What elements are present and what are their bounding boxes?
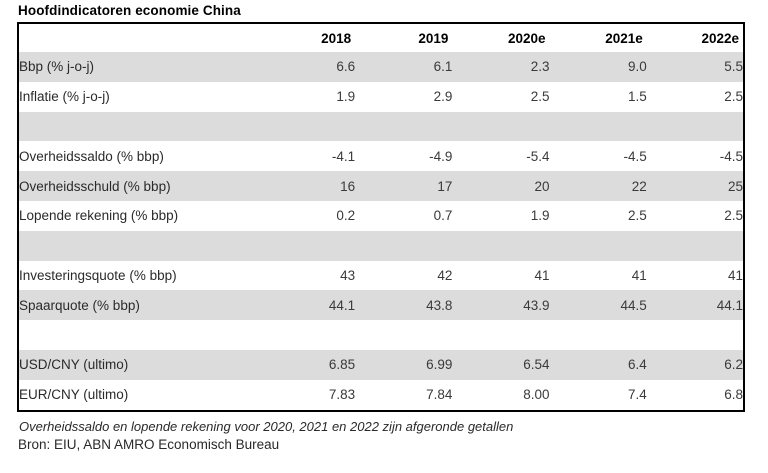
value-cell: 41 (534, 267, 550, 283)
value-cell: 2.9 (433, 89, 453, 105)
value-cell: 22 (631, 178, 647, 194)
value-cell: -4.5 (719, 148, 743, 164)
value-cell: 7.84 (426, 387, 453, 403)
value-cell: 2.5 (530, 89, 550, 105)
value-cell: 7.83 (328, 387, 356, 403)
value-cell: 6.85 (328, 357, 356, 373)
value-cell: 1.5 (627, 89, 647, 105)
value-cell: 43.9 (523, 297, 550, 313)
value-cell: 6.99 (426, 357, 453, 373)
value-cell: 17 (437, 178, 453, 194)
value-cell: 16 (340, 178, 356, 194)
value-cell: -4.5 (623, 148, 647, 164)
value-cell: 44.1 (716, 297, 743, 313)
table-row-usd-cny: USD/CNY (ultimo) 6.85 6.99 6.54 6.4 6.2 (18, 349, 744, 380)
value-cell: 43 (340, 267, 356, 283)
value-cell: 44.5 (620, 297, 647, 313)
table-row-overheidssaldo: Overheidssaldo (% bbp) -4.1 -4.9 -5.4 -4… (18, 141, 744, 172)
value-cell: -4.9 (429, 148, 453, 164)
row-label: Inflatie (% j-o-j) (19, 89, 110, 105)
value-cell: 2.3 (530, 59, 550, 75)
indicators-table: 2018 2019 2020e 2021e 2022e Bbp (% j-o-j… (17, 22, 745, 412)
value-cell: 7.4 (627, 387, 647, 403)
value-cell: 2.5 (724, 89, 743, 105)
table-row-lopende-rekening: Lopende rekening (% bbp) 0.2 0.7 1.9 2.5… (18, 200, 744, 231)
value-cell: 43.8 (426, 297, 453, 313)
header-row: 2018 2019 2020e 2021e 2022e (18, 23, 744, 52)
column-header-2020e: 2020e (452, 23, 550, 52)
table-row-spacer (18, 230, 744, 261)
table-row-eur-cny: EUR/CNY (ultimo) 7.83 7.84 8.00 7.4 6.8 (18, 379, 744, 411)
source-attribution: Bron: EIU, ABN AMRO Economisch Bureau (18, 437, 280, 452)
row-label: Lopende rekening (% bbp) (19, 208, 179, 224)
value-cell: 2.5 (627, 208, 647, 224)
table-row-bbp: Bbp (% j-o-j) 6.6 6.1 2.3 9.0 5.5 (18, 52, 744, 82)
table-row-spacer (18, 320, 744, 350)
value-cell: 1.9 (530, 208, 550, 224)
value-cell: 2.5 (724, 208, 743, 224)
value-cell: 42 (437, 267, 453, 283)
table-row-overheidsschuld: Overheidsschuld (% bbp) 16 17 20 22 25 (18, 171, 744, 201)
figure-title: Hoofdindicatoren economie China (18, 3, 241, 18)
value-cell: 5.5 (724, 59, 743, 75)
value-cell: 6.2 (724, 357, 743, 373)
value-cell: 6.4 (627, 357, 647, 373)
value-cell: 8.00 (523, 387, 550, 403)
column-header-2021e: 2021e (549, 23, 647, 52)
value-cell: 0.7 (433, 208, 453, 224)
value-cell: -4.1 (331, 148, 356, 164)
value-cell: 41 (727, 267, 743, 283)
table-row-spaarquote: Spaarquote (% bbp) 44.1 43.8 43.9 44.5 4… (18, 290, 744, 321)
value-cell: 25 (727, 178, 743, 194)
row-label: Overheidsschuld (% bbp) (19, 178, 171, 194)
column-header-2019: 2019 (355, 23, 453, 52)
value-cell: 9.0 (627, 59, 647, 75)
value-cell: 20 (534, 178, 550, 194)
row-label: Overheidssaldo (% bbp) (19, 148, 164, 164)
row-label: Investeringsquote (% bbp) (19, 267, 177, 283)
value-cell: 6.6 (336, 59, 356, 75)
value-cell: 6.8 (724, 387, 743, 403)
column-header-2018: 2018 (258, 23, 356, 52)
value-cell: -5.4 (526, 148, 550, 164)
value-cell: 41 (631, 267, 647, 283)
table-row-investeringsquote: Investeringsquote (% bbp) 43 42 41 41 41 (18, 260, 744, 291)
row-label: EUR/CNY (ultimo) (19, 387, 129, 403)
table-row-inflatie: Inflatie (% j-o-j) 1.9 2.9 2.5 1.5 2.5 (18, 81, 744, 112)
value-cell: 44.1 (328, 297, 356, 313)
value-cell: 0.2 (336, 208, 356, 224)
row-label: Bbp (% j-o-j) (19, 59, 95, 75)
table-row-spacer (18, 111, 744, 142)
table-footnote: Overheidssaldo en lopende rekening voor … (19, 419, 514, 434)
column-header-2022e: 2022e (646, 23, 744, 52)
row-label: Spaarquote (% bbp) (19, 297, 140, 313)
value-cell: 1.9 (336, 89, 356, 105)
row-label: USD/CNY (ultimo) (19, 357, 129, 373)
column-header-blank (18, 23, 258, 52)
value-cell: 6.1 (433, 59, 453, 75)
value-cell: 6.54 (523, 357, 550, 373)
